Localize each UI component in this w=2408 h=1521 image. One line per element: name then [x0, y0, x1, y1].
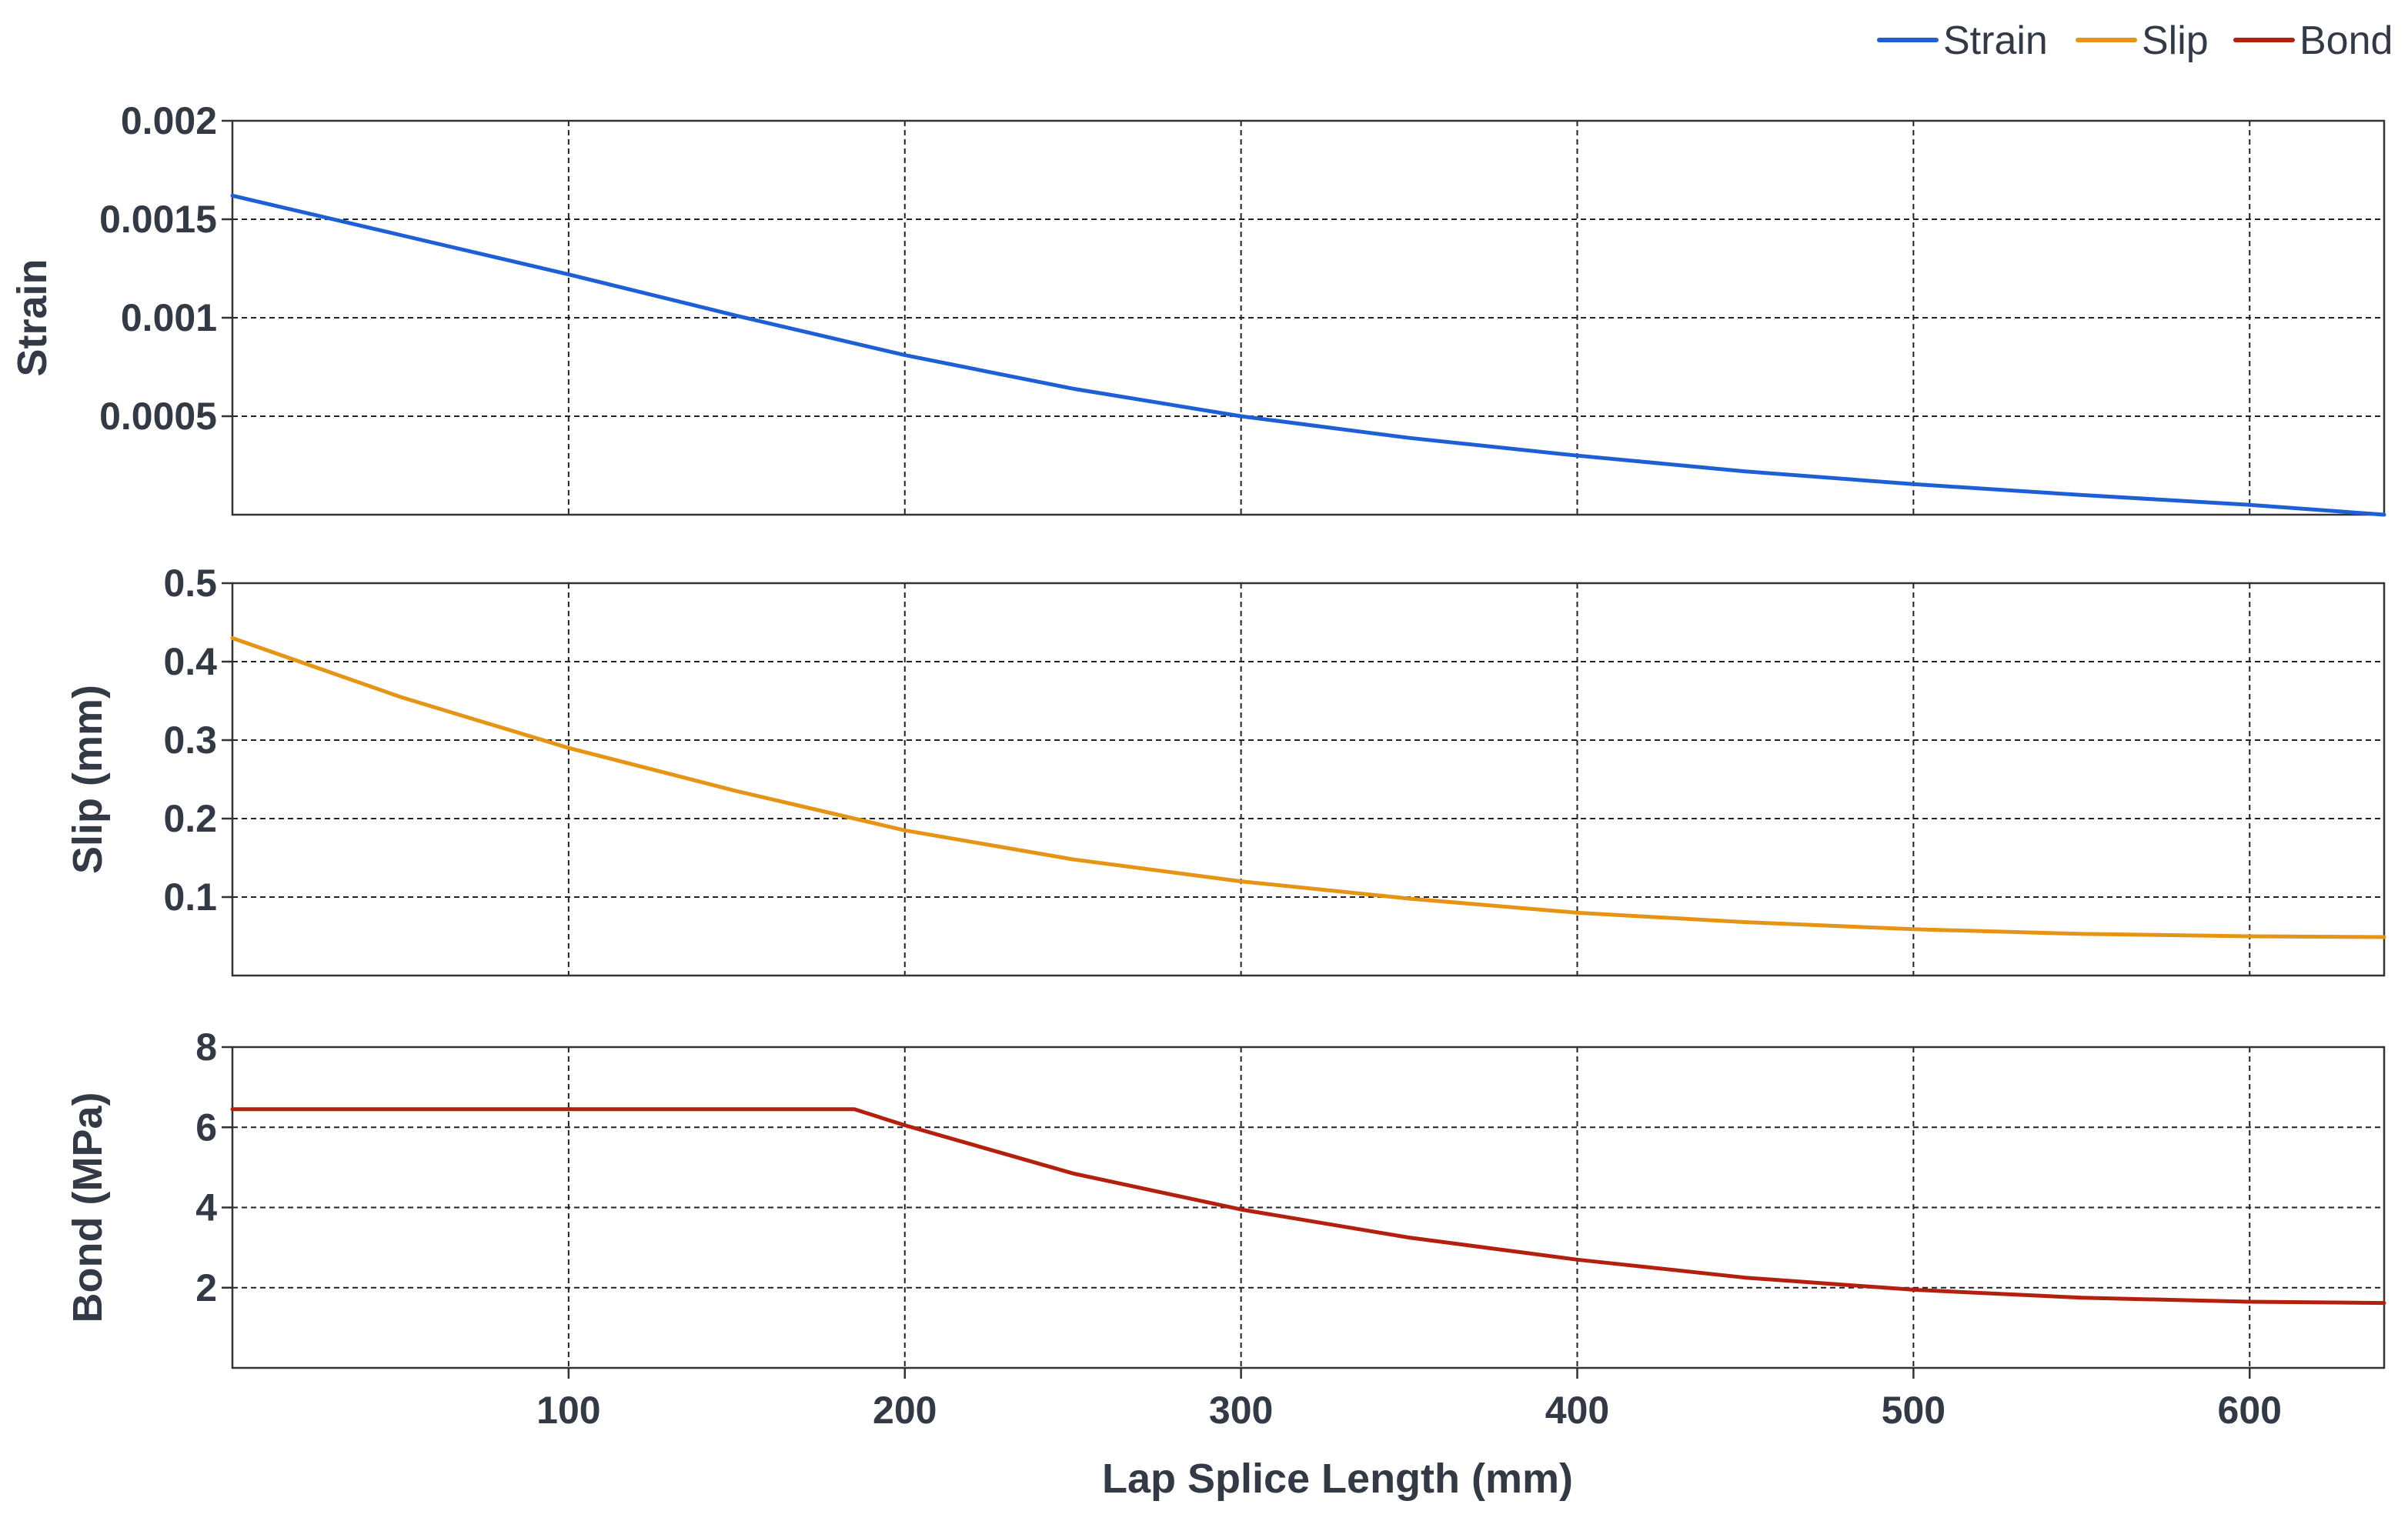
bond-y-tick-label: 4 [195, 1186, 217, 1229]
legend: Strain Slip Bond [1877, 18, 2393, 63]
slip-y-tick-label: 0.3 [163, 719, 217, 762]
x-tick-label: 500 [1882, 1389, 1945, 1432]
bond-plot-frame [231, 1046, 2386, 1369]
bond-y-axis-title: Bond (MPa) [65, 1092, 111, 1323]
bond-y-tick-label: 6 [195, 1106, 217, 1149]
slip-y-tick-label: 0.1 [163, 876, 217, 919]
strain-plot-frame [231, 119, 2386, 516]
bond-y-tick-label: 2 [195, 1266, 217, 1309]
bond-panel: 2 4 6 8 Bond (MPa) [65, 1026, 2386, 1369]
legend-label-bond: Bond [2299, 18, 2393, 63]
bond-series-line [230, 1107, 2386, 1306]
strain-y-tick-label: 0.001 [121, 296, 217, 339]
slip-plot-area [232, 583, 2384, 976]
strain-y-tick-label: 0.0015 [99, 198, 217, 241]
strain-panel: 0.0005 0.001 0.0015 0.002 Strain [9, 99, 2386, 517]
slip-series-line [230, 635, 2386, 939]
x-tick-label: 100 [536, 1389, 600, 1432]
slip-y-tick-label: 0.4 [163, 640, 217, 683]
x-tick-label: 400 [1545, 1389, 1609, 1432]
x-tick-label: 300 [1209, 1389, 1273, 1432]
legend-label-slip: Slip [2142, 18, 2209, 63]
strain-y-tick-label: 0.002 [121, 99, 217, 142]
strain-y-axis-title: Strain [9, 259, 55, 376]
x-tick-label: 200 [873, 1389, 937, 1432]
slip-y-tick-label: 0.5 [163, 562, 217, 605]
legend-label-strain: Strain [1943, 18, 2048, 63]
x-axis-title: Lap Splice Length (mm) [1102, 1456, 1573, 1502]
x-tick-label: 600 [2218, 1389, 2282, 1432]
slip-panel: 0.1 0.2 0.3 0.4 0.5 Slip (mm) [65, 562, 2386, 977]
x-axis: 100 200 300 400 500 600 [536, 1368, 2282, 1432]
slip-y-tick-label: 0.2 [163, 797, 217, 840]
slip-y-axis-title: Slip (mm) [65, 685, 111, 874]
slip-plot-frame [231, 582, 2386, 977]
strain-series-line [230, 193, 2386, 517]
strain-y-tick-label: 0.0005 [99, 395, 217, 438]
bond-y-tick-label: 8 [195, 1026, 217, 1069]
